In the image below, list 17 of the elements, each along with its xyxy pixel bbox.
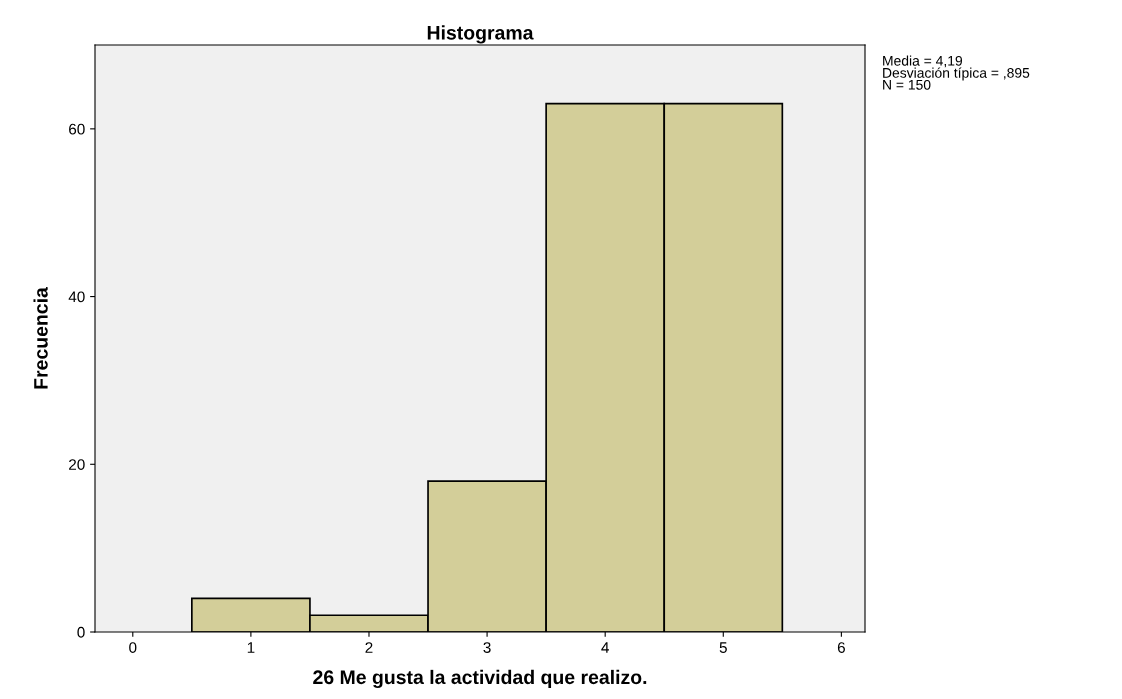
x-axis-title: 26 Me gusta la actividad que realizo.	[313, 669, 647, 689]
y-axis-title: Frecuencia	[33, 287, 48, 389]
y-tick-label: 0	[77, 626, 85, 638]
x-tick-label: 2	[365, 642, 373, 653]
text: N = 150	[883, 79, 931, 90]
chart-title: Histograma	[427, 25, 534, 44]
text: Media = 4,19	[883, 55, 963, 68]
text: Desviación típica = ,895	[883, 67, 1030, 81]
x-tick-label: 0	[129, 642, 137, 653]
x-tick-label: 6	[837, 642, 845, 653]
x-tick-label: 5	[719, 642, 727, 653]
x-tick-label: 3	[483, 642, 491, 653]
y-tick-label: 40	[68, 291, 85, 303]
y-tick-label: 20	[69, 459, 85, 470]
y-tick-label: 60	[69, 123, 85, 135]
x-tick-label: 4	[601, 642, 609, 653]
x-tick-label: 1	[247, 642, 255, 653]
